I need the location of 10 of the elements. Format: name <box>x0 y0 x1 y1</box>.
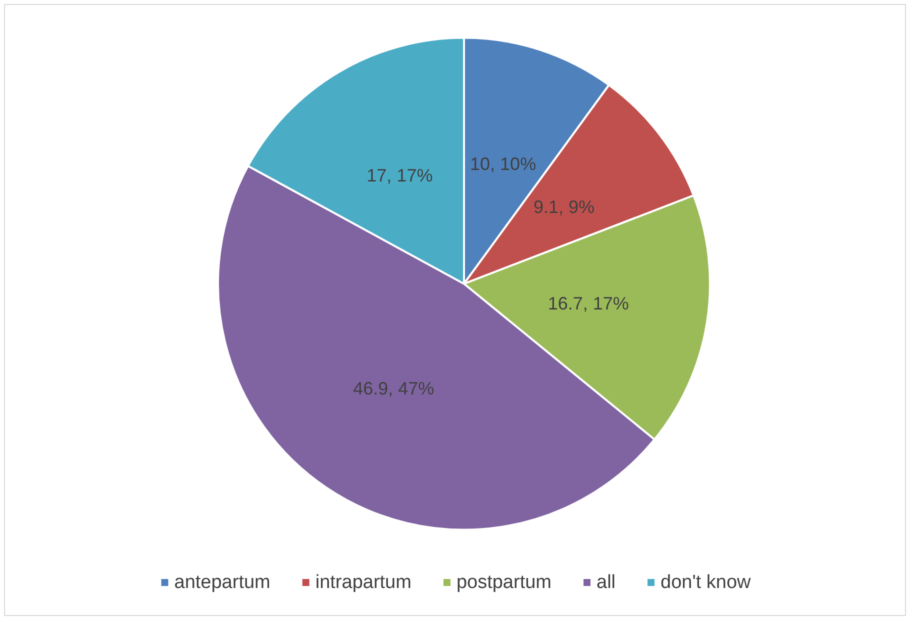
legend-label: antepartum <box>174 572 270 593</box>
legend-label: intrapartum <box>315 572 412 593</box>
data-label: 46.9, 47% <box>353 378 434 398</box>
data-label: 17, 17% <box>366 165 433 186</box>
legend-label: postpartum <box>456 572 552 593</box>
data-label: 9.1, 9% <box>533 197 595 218</box>
legend-label: don't know <box>660 572 752 593</box>
data-label: 16.7, 17% <box>548 294 629 314</box>
data-label: 10, 10% <box>470 154 536 174</box>
legend-label: all <box>596 572 616 593</box>
